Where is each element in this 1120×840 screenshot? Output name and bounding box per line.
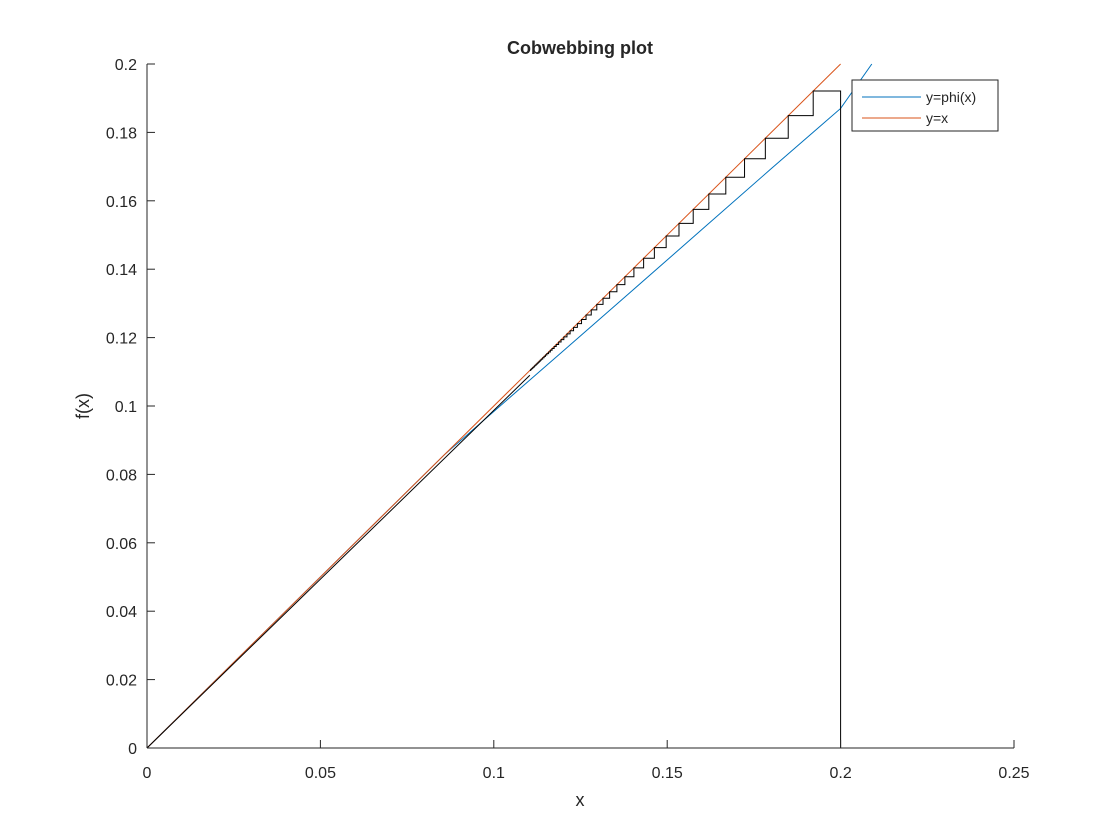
y-tick-label: 0.06	[106, 536, 137, 553]
y-tick-label: 0.04	[106, 604, 137, 621]
y-tick-label: 0.12	[106, 331, 137, 348]
x-tick-label: 0.05	[305, 765, 336, 782]
y-tick-label: 0.18	[106, 125, 137, 142]
y-tick-label: 0.1	[115, 399, 137, 416]
legend-label-identity: y=x	[926, 110, 948, 126]
y-ticks: 0 0.02 0.04 0.06 0.08 0.1 0.12 0.14 0.16 0.18 0.2	[106, 57, 155, 758]
y-tick-label: 0.2	[115, 57, 137, 74]
series-line-phi	[146, 63, 873, 749]
y-tick-label: 0.16	[106, 194, 137, 211]
x-tick-label: 0.25	[998, 765, 1029, 782]
y-axis-label: f(x)	[73, 393, 93, 419]
chart-title: Cobwebbing plot	[507, 38, 653, 58]
y-tick-label: 0.08	[106, 467, 137, 484]
x-tick-label: 0.15	[652, 765, 683, 782]
series-line-identity	[146, 63, 841, 749]
x-tick-label: 0.1	[483, 765, 505, 782]
x-tick-label: 0	[143, 765, 152, 782]
cobweb-staircase	[529, 90, 842, 748]
y-tick-label: 0	[128, 741, 137, 758]
y-tick-label: 0.02	[106, 673, 137, 690]
x-tick-label: 0.2	[829, 765, 851, 782]
cobweb-layer	[146, 90, 842, 749]
x-axis-label: x	[576, 790, 585, 810]
plot-area: 0 0.05 0.1 0.15 0.2 0.25 0 0.02 0.04 0.06 0.08 0.1…	[106, 57, 1030, 782]
legend-box	[851, 79, 999, 132]
cobweb-convergence-line	[146, 374, 531, 749]
legend: y=phi(x) y=x	[851, 79, 999, 132]
series-layer	[146, 63, 873, 749]
y-tick-label: 0.14	[106, 262, 137, 279]
legend-label-phi: y=phi(x)	[926, 89, 976, 105]
x-ticks: 0 0.05 0.1 0.15 0.2 0.25	[143, 740, 1030, 782]
